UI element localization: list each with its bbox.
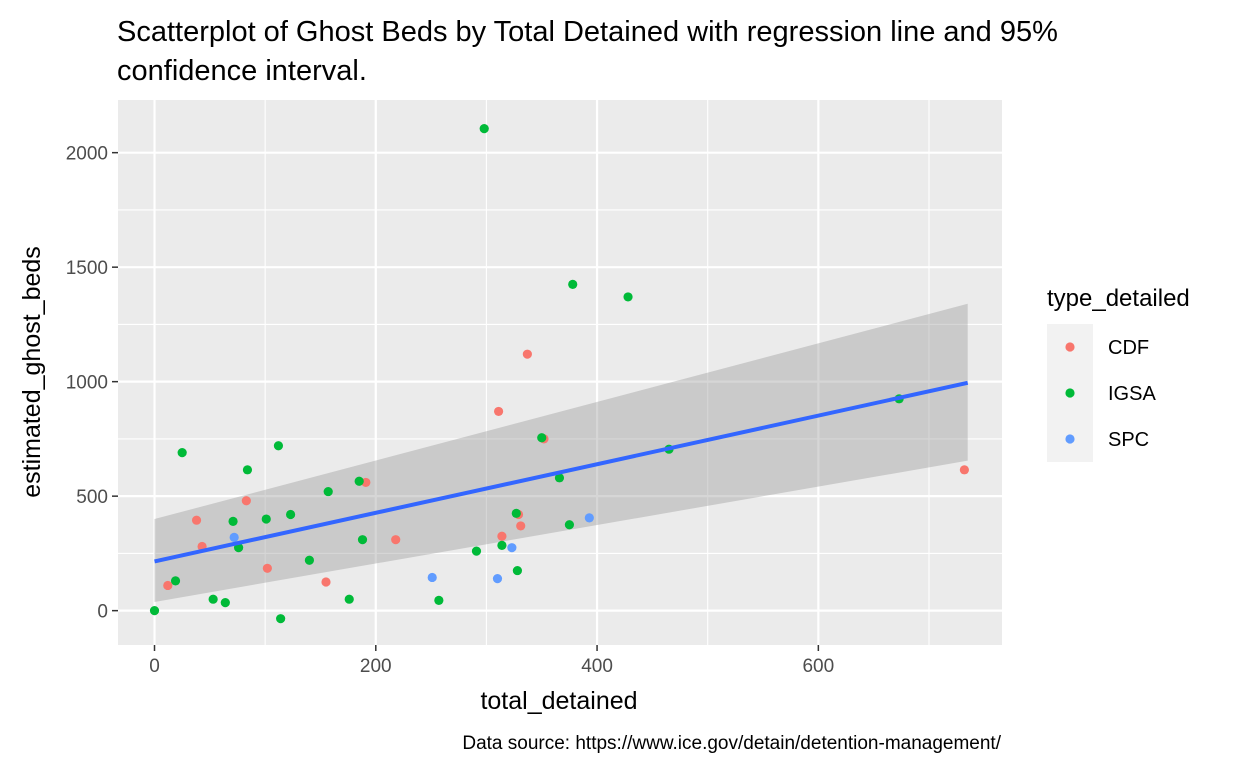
data-point-cdf [522,349,532,359]
data-point-cdf [321,577,331,587]
data-point-igsa [276,614,286,624]
x-tick-label: 200 [360,656,392,677]
data-point-igsa [434,595,444,605]
data-point-cdf [497,531,507,541]
data-point-igsa [285,509,296,520]
data-point-cdf [391,535,401,545]
data-point-igsa [149,606,160,616]
data-point-spc [584,513,594,523]
legend-label-igsa: IGSA [1108,383,1156,405]
data-point-spc [492,573,503,584]
y-tick-label: 1000 [66,373,108,394]
y-axis-title: estimated_ghost_beds [18,246,46,498]
chart-title-line-2: confidence interval. [117,55,367,87]
data-point-igsa [354,476,364,486]
confidence-band-layer [154,303,968,602]
x-tick-label: 400 [581,656,613,677]
data-point-cdf [163,580,173,591]
data-point-cdf [241,496,251,506]
data-point-spc [229,532,239,542]
data-point-cdf [516,521,526,531]
grid-minor-lines [118,100,1002,645]
chart-title-line-1: Scatterplot of Ghost Beds by Total Detai… [117,16,1058,48]
y-tick-label: 500 [76,487,108,508]
data-point-cdf [959,465,969,475]
data-point-igsa [220,598,230,608]
data-point-igsa [568,279,578,289]
legend-label-cdf: CDF [1108,337,1149,359]
regression-line-layer [154,380,969,564]
data-point-igsa [511,508,521,518]
x-axis-title: total_detained [480,687,637,715]
data-point-igsa [304,555,315,565]
legend: type_detailed CDF IGSA SPC [1047,285,1190,462]
data-point-igsa [273,441,284,451]
data-point-igsa [228,516,238,526]
legend-label-spc: SPC [1108,429,1149,451]
data-point-spc [507,543,517,553]
data-point-igsa [512,565,523,576]
legend-key-igsa [1065,388,1075,398]
data-point-igsa [261,514,271,524]
data-point-igsa [323,486,333,497]
data-point-igsa [623,292,633,302]
x-tick-label: 0 [149,656,160,677]
data-point-igsa [564,520,575,530]
legend-key-cdf [1065,342,1075,352]
y-tick-label: 0 [97,602,108,623]
grid-major-lines [118,100,1002,645]
regression-line [154,380,969,564]
data-source-caption: Data source: https://www.ice.gov/detain/… [462,733,1001,754]
data-point-igsa [177,448,187,458]
legend-title: type_detailed [1047,285,1190,312]
data-point-igsa [242,465,253,475]
data-point-igsa [537,433,547,443]
data-point-igsa [554,473,565,483]
data-point-cdf [262,563,272,573]
data-point-igsa [208,594,218,604]
data-point-igsa [479,124,489,134]
data-point-igsa [497,540,507,550]
y-tick-label: 1500 [66,258,108,279]
confidence-band [154,303,968,602]
data-point-spc [427,572,437,583]
data-point-cdf [191,515,202,525]
legend-key-spc [1065,434,1075,444]
axes-layer: 0 200 400 600 0 500 1000 1500 2000 [66,144,834,677]
data-point-igsa [357,535,368,545]
x-tick-label: 600 [802,656,834,677]
data-point-igsa [344,594,354,604]
data-point-igsa [471,546,482,556]
y-tick-label: 2000 [66,144,108,165]
data-point-igsa [170,576,181,586]
data-point-cdf [493,406,504,417]
